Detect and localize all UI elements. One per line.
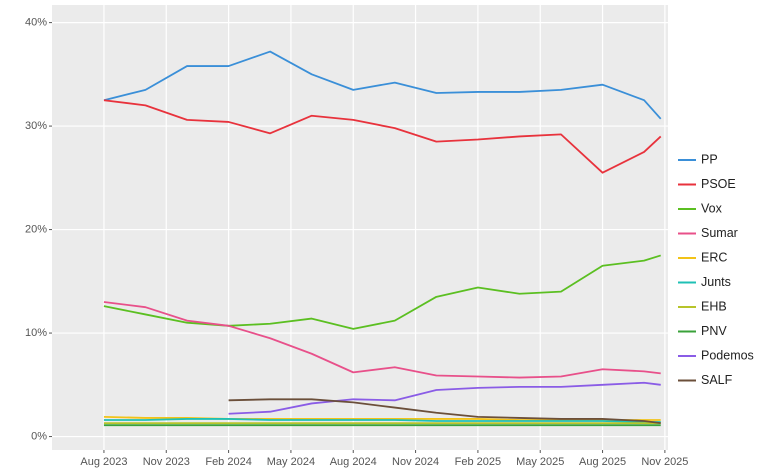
legend-label: SALF	[701, 373, 733, 387]
series-line	[103, 254, 661, 330]
x-tick-label: May 2024	[267, 456, 315, 468]
x-tick-label: Nov 2024	[392, 456, 439, 468]
x-tick-label: Aug 2023	[80, 456, 127, 468]
legend-label: Podemos	[701, 348, 754, 362]
legend-label: Sumar	[701, 226, 738, 240]
x-tick-label: Feb 2025	[455, 456, 501, 468]
series-line	[103, 50, 662, 120]
legend-label: PSOE	[701, 177, 736, 191]
panel	[52, 5, 668, 450]
y-tick-label: 30%	[25, 120, 47, 132]
y-tick-label: 40%	[25, 16, 47, 28]
series-line	[103, 301, 661, 379]
legend-label: PNV	[701, 324, 727, 338]
x-tick-label: Feb 2024	[205, 456, 251, 468]
series-line	[103, 99, 662, 174]
series-line	[228, 398, 661, 424]
legend-label: Junts	[701, 275, 731, 289]
x-tick-label: Aug 2024	[330, 456, 377, 468]
x-tick-label: May 2025	[516, 456, 564, 468]
x-tick-label: Nov 2025	[641, 456, 688, 468]
series-line	[228, 381, 661, 415]
y-tick-label: 0%	[31, 430, 47, 442]
y-tick-label: 20%	[25, 223, 47, 235]
legend-label: EHB	[701, 299, 727, 313]
series-line	[103, 418, 661, 423]
x-tick-label: Nov 2023	[143, 456, 190, 468]
legend-label: PP	[701, 152, 718, 166]
y-tick-label: 10%	[25, 327, 47, 339]
x-tick-label: Aug 2025	[579, 456, 626, 468]
legend-label: ERC	[701, 250, 727, 264]
legend-label: Vox	[701, 201, 723, 215]
